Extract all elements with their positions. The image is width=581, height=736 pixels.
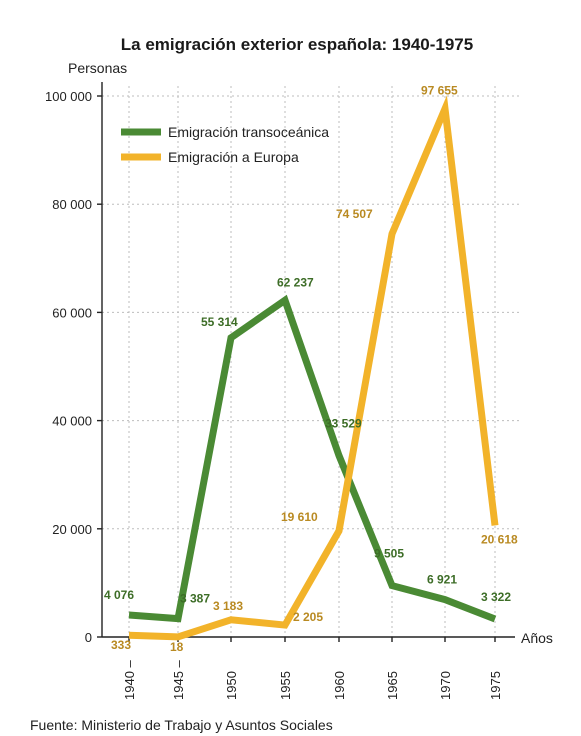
data-label: 9 505 [374, 547, 404, 561]
data-label: 20 618 [481, 532, 518, 546]
source-note: Fuente: Ministerio de Trabajo y Asuntos … [30, 717, 333, 733]
data-label: 2 205 [293, 610, 323, 624]
data-label: 333 [111, 638, 131, 652]
grid [102, 86, 520, 637]
series-line [128, 294, 497, 623]
y-tick-label: 20 000 [52, 522, 92, 537]
data-label: 3 183 [213, 599, 243, 613]
y-axis-label: Personas [68, 60, 127, 76]
data-label: 3 322 [481, 590, 511, 604]
x-tick-label: 1950 [224, 671, 239, 700]
legend-label: Emigración transoceánica [168, 124, 329, 140]
data-label: 97 655 [421, 84, 458, 98]
data-label: 55 314 [201, 315, 238, 329]
x-tick-label: 1945 – [171, 659, 186, 700]
legend-label: Emigración a Europa [168, 149, 299, 165]
x-tick-label: 1960 [332, 671, 347, 700]
data-label: 33 529 [325, 417, 362, 431]
y-ticks: 0 20 000 40 000 60 000 80 000 100 000 [45, 89, 102, 645]
y-tick-label: 40 000 [52, 414, 92, 429]
x-tick-label: 1940 – [122, 659, 137, 700]
data-label: 74 507 [336, 207, 373, 221]
y-tick-label: 100 000 [45, 89, 92, 104]
y-tick-label: 80 000 [52, 197, 92, 212]
data-label: 19 610 [281, 510, 318, 524]
x-axis-label: Años [521, 630, 553, 646]
y-tick-label: 60 000 [52, 305, 92, 320]
x-tick-label: 1965 [385, 671, 400, 700]
data-label: 6 921 [427, 573, 457, 587]
x-ticks: 1940 – 1945 – 1950 1955 1960 1965 1970 1975 [122, 637, 503, 700]
x-tick-label: 1975 [488, 671, 503, 700]
data-labels: 4 076 3 387 55 314 62 237 33 529 9 505 6 921 3 … [104, 84, 518, 654]
legend: Emigración transoceánica Emigración a Eur… [121, 124, 329, 165]
data-label: 4 076 [104, 588, 134, 602]
x-tick-label: 1970 [438, 671, 453, 700]
data-label: 62 237 [277, 275, 314, 289]
chart-title: La emigración exterior española: 1940-19… [121, 35, 473, 54]
y-tick-label: 0 [85, 630, 92, 645]
series-lines [128, 95, 499, 641]
x-tick-label: 1955 [278, 671, 293, 700]
data-label: 3 387 [180, 592, 210, 606]
data-label: 18 [170, 640, 184, 654]
series-line [128, 95, 499, 641]
